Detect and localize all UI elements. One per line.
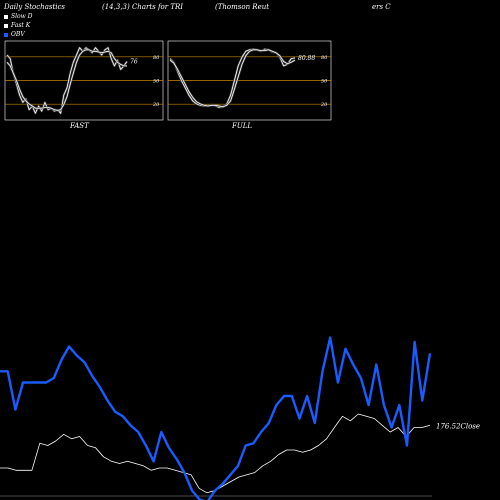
- chart-title: Daily Stochastics: [4, 3, 66, 11]
- fast-tick-label: 20: [152, 102, 160, 108]
- full-last-value: 80.88: [298, 55, 315, 62]
- full-tick-label: 80: [321, 55, 328, 61]
- legend-item-fast-k: Fast K: [4, 21, 33, 30]
- chart-company-cont: ers C: [372, 3, 391, 11]
- fast-series-slow-d: [6, 49, 127, 111]
- legend-label-fast-k: Fast K: [11, 22, 31, 29]
- fast-tick-label: 80: [153, 55, 160, 61]
- full-series-slow-d: [169, 49, 296, 108]
- chart-company: (Thomson Reut: [215, 3, 270, 11]
- legend-label-slow-d: Slow D: [11, 13, 33, 20]
- legend: Slow D Fast K OBV: [4, 12, 33, 39]
- legend-label-obv: OBV: [11, 31, 25, 38]
- fast-tick-label: 50: [153, 79, 160, 85]
- chart-subtitle: (14,3,3) Charts for TRI: [102, 3, 184, 11]
- price-line: [0, 413, 431, 494]
- legend-item-slow-d: Slow D: [4, 12, 33, 21]
- full-panel-label: FULL: [232, 122, 253, 130]
- legend-swatch-fast-k: [4, 23, 8, 28]
- fast-last-value: 76: [130, 59, 138, 66]
- legend-item-obv: OBV: [4, 30, 33, 39]
- legend-swatch-slow-d: [4, 14, 8, 19]
- legend-swatch-obv: [4, 32, 8, 37]
- full-tick-label: 20: [320, 102, 328, 108]
- full-tick-label: 50: [321, 79, 328, 85]
- obv-line: [0, 336, 432, 500]
- close-price-label: 176.52Close: [436, 422, 480, 430]
- fast-panel-label: FAST: [70, 122, 89, 130]
